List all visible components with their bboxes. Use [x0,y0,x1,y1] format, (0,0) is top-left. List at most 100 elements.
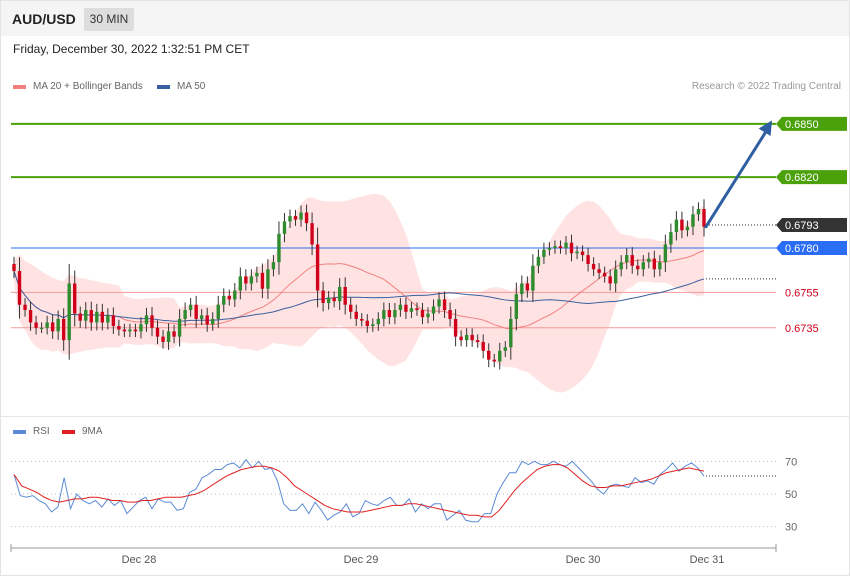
candle-body [382,310,386,319]
candle-body [658,262,662,270]
candle-body [630,255,634,266]
candle-body [233,290,237,300]
candle-body [354,311,358,319]
candle-body [222,295,226,305]
candle-body [393,310,397,318]
candle-body [520,283,524,295]
legend-9ma: 9MA [62,426,103,437]
candle-body [337,287,342,302]
candle-body [360,318,364,321]
candle-body [216,304,220,319]
candle-body [205,315,209,325]
bollinger-band [14,193,704,393]
candle-body [547,248,552,250]
candle-body [564,242,568,248]
candle-body [431,306,436,314]
candle-body [415,308,419,311]
candle-body [199,315,204,319]
panel-separator [1,416,849,417]
candle-body [166,331,171,342]
rsi-9ma-line [13,464,705,518]
legend-ma50: MA 50 [157,81,205,92]
candle-body [459,336,463,341]
candle-body [260,272,265,289]
candle-body [122,329,127,332]
candle-body [652,258,657,270]
candle-body [255,272,259,277]
candle-body [111,315,116,326]
candle-body [39,327,44,329]
level-tag-0.6793 [776,217,847,232]
candle-body [536,256,541,266]
candle-body [376,318,381,325]
candle-body [492,359,496,362]
candle-body [100,311,105,323]
candle-body [144,315,149,325]
ma50-line [13,270,705,322]
candle-body [453,318,458,337]
ma20-label: MA 20 + Bollinger Bands [33,81,143,92]
candle-body [542,249,546,257]
candle-body [481,341,485,351]
candle-body [619,262,623,270]
candle-body [188,304,193,311]
level-tag-0.6850 [776,116,847,131]
candle-body [282,221,287,234]
rsi-label: RSI [33,426,50,437]
candle-body [696,209,701,215]
candle-body [299,212,303,220]
candle-body [591,263,596,270]
level-label-0.6755: 0.6755 [785,287,819,299]
level-label-0.6820: 0.6820 [785,172,819,184]
candle-body [177,318,182,337]
level-label-0.6793: 0.6793 [785,220,819,232]
candle-body [608,276,612,284]
candle-body [288,216,292,222]
candle-body [641,262,645,270]
candle-body [586,255,590,264]
candle-body [475,340,480,342]
candle-body [613,269,618,284]
candle-body [61,318,66,341]
candle-body [45,322,49,328]
candle-body [691,214,695,227]
rsi-tick-70: 70 [785,456,797,468]
candle-body [277,233,281,263]
candle-body [211,318,215,325]
9ma-swatch [62,429,75,434]
candle-body [674,219,679,233]
symbol-title: AUD/USD [12,11,76,27]
credit-text: Research © 2022 Trading Central [691,81,841,92]
candle-body [326,297,331,303]
candle-body [365,320,369,326]
candle-body [78,313,82,321]
x-tick-label: Dec 28 [122,554,157,566]
candle-body [636,265,640,270]
timeframe-badge[interactable]: 30 MIN [84,8,134,31]
candle-body [161,336,165,342]
rsi-tick-50: 50 [785,489,797,501]
candle-body [23,304,27,311]
level-label-0.6735: 0.6735 [785,323,819,335]
candle-body [304,212,309,224]
candle-body [293,216,298,220]
candle-body [663,244,668,263]
candle-body [409,308,414,312]
candle-body [685,226,690,231]
candle-body [387,310,392,318]
candle-body [84,310,88,321]
candle-body [647,258,651,263]
legend-ma20: MA 20 + Bollinger Bands [13,81,143,92]
candle-body [89,310,93,323]
candle-body [28,310,33,323]
candle-body [597,269,601,273]
candle-body [464,334,469,341]
candle-body [17,271,22,305]
candle-body [448,310,452,319]
candle-body [349,304,353,312]
candle-body [56,318,60,332]
rsi-line [13,458,705,523]
candle-body [498,350,502,362]
candle-body [249,276,254,284]
